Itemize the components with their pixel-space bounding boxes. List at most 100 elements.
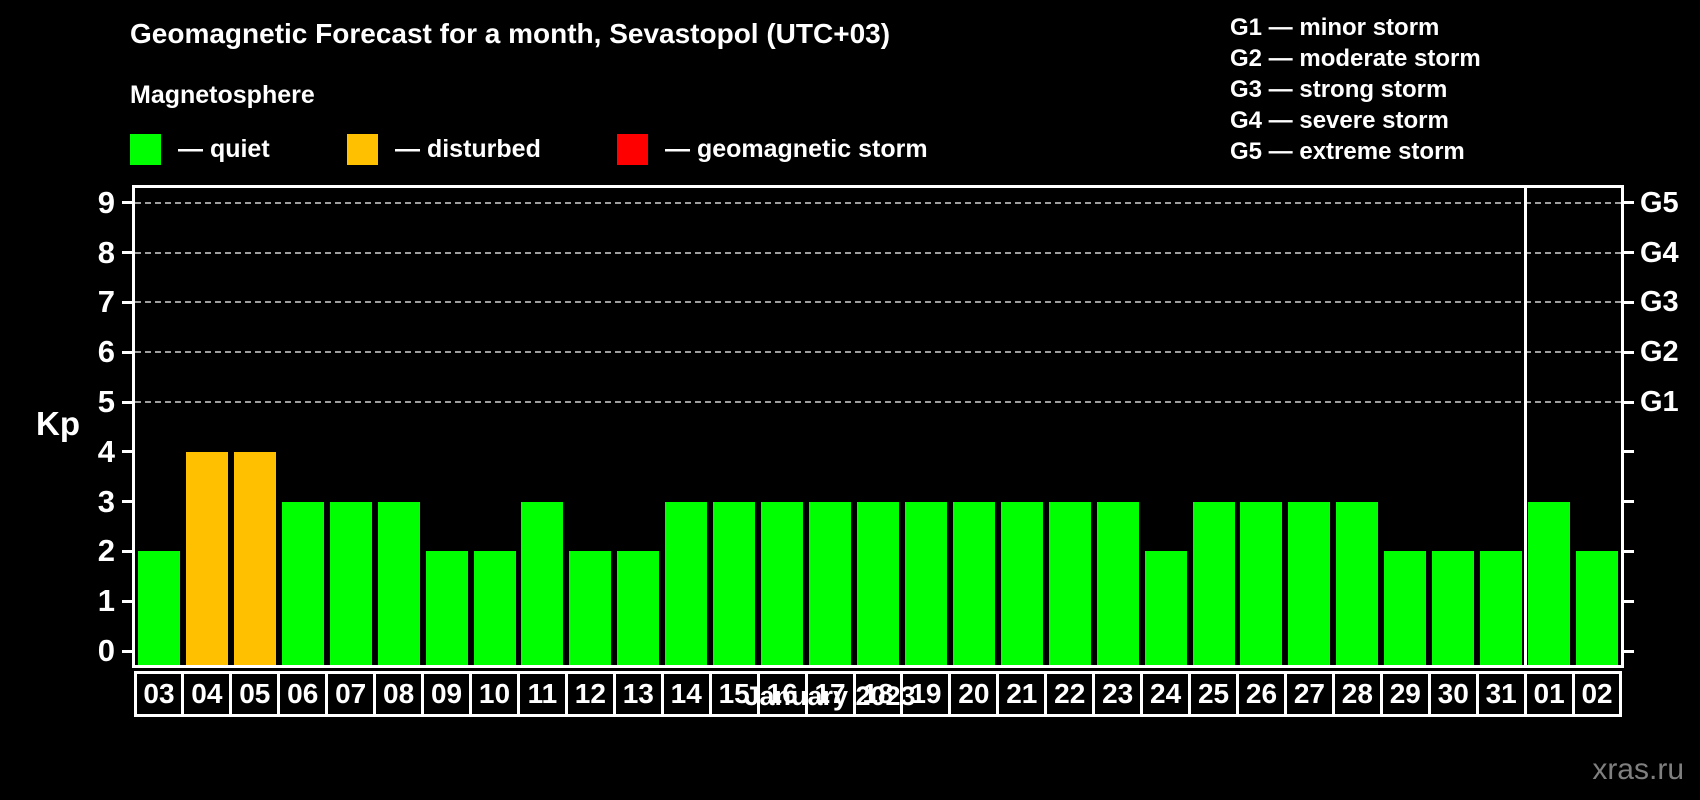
- y-tick-label: 1: [97, 583, 115, 619]
- day-label-box: 01: [1523, 671, 1575, 717]
- y-tick: [122, 599, 132, 603]
- kp-bar: [857, 501, 899, 665]
- day-label-box: 29: [1379, 671, 1431, 717]
- day-label-box: 09: [421, 671, 473, 717]
- x-axis-title: January 2023: [744, 681, 916, 711]
- legend-item-disturbed: — disturbed: [347, 131, 541, 167]
- day-label-box: 27: [1283, 671, 1335, 717]
- y-tick-label: 5: [97, 384, 115, 419]
- kp-bar: [425, 551, 468, 665]
- kp-bar: [1240, 501, 1283, 665]
- g-scale-legend: G1 — minor storm G2 — moderate storm G3 — …: [1230, 12, 1481, 167]
- day-label-box: 21: [996, 671, 1048, 717]
- y-tick-label: 6: [97, 334, 115, 370]
- kp-bar: [1096, 501, 1139, 665]
- day-label-box: 25: [1188, 671, 1239, 717]
- kp-bar: [473, 551, 516, 665]
- y-tick: [122, 400, 132, 404]
- y-tick: [122, 251, 132, 255]
- g-scale-item: G2 — moderate storm: [1230, 45, 1481, 72]
- g-scale-item: G3 — strong storm: [1230, 76, 1448, 103]
- kp-bar: [1528, 501, 1571, 665]
- day-label-box: 30: [1427, 671, 1479, 717]
- kp-bar: [1288, 501, 1331, 665]
- quiet-color-swatch: [130, 133, 161, 165]
- right-y-tick: [1624, 400, 1634, 404]
- y-tick: [122, 500, 132, 504]
- kp-bar: [1384, 551, 1427, 665]
- kp-bar: [1336, 501, 1379, 665]
- day-label-box: 23: [1092, 671, 1144, 717]
- right-y-tick: [1624, 500, 1634, 504]
- g-level-label-g4: G4: [1640, 236, 1679, 269]
- kp-bar: [1432, 551, 1475, 665]
- g-level-label-g2: G2: [1640, 336, 1679, 369]
- kp-bar: [377, 501, 420, 665]
- kp-bar: [617, 551, 660, 665]
- day-label-box: 02: [1571, 671, 1623, 717]
- day-label-box: 26: [1236, 671, 1287, 717]
- day-label-box: 28: [1331, 671, 1383, 717]
- y-tick-label: 4: [97, 433, 115, 469]
- y-tick-label: 0: [97, 633, 115, 668]
- gridline-kp-9: [135, 201, 1621, 204]
- day-label-box: 07: [325, 671, 377, 717]
- y-tick: [122, 350, 132, 354]
- day-label-box: 31: [1475, 671, 1527, 717]
- chart-subtitle: Magnetosphere: [130, 81, 315, 109]
- g-scale-item: G5 — extreme storm: [1230, 138, 1465, 165]
- kp-bar: [569, 551, 612, 665]
- kp-bar: [185, 451, 228, 665]
- legend-label: — quiet: [178, 134, 270, 163]
- y-tick: [122, 300, 132, 304]
- kp-bar: [281, 501, 324, 665]
- y-tick-label: 8: [97, 234, 115, 270]
- right-y-tick: [1624, 450, 1634, 454]
- kp-bar: [137, 551, 180, 665]
- right-y-tick: [1624, 251, 1634, 255]
- day-label-box: 18: [852, 671, 904, 717]
- legend-item-quiet: — quiet: [130, 131, 270, 167]
- month-divider-line: [1523, 188, 1527, 665]
- y-tick-label: 7: [97, 284, 115, 320]
- g-level-label-g3: G3: [1640, 286, 1679, 319]
- day-label-box: 05: [229, 671, 281, 717]
- right-y-tick: [1624, 649, 1634, 653]
- g-level-label-g1: G1: [1640, 386, 1679, 418]
- chart-title: Geomagnetic Forecast for a month, Sevast…: [130, 18, 891, 49]
- y-tick-label: 2: [97, 533, 115, 569]
- kp-bar: [665, 501, 708, 665]
- day-label-box: 10: [469, 671, 520, 717]
- kp-bar: [233, 451, 276, 665]
- kp-bar: [761, 501, 804, 665]
- gridline-kp-8: [135, 251, 1621, 254]
- y-axis-label: Kp: [36, 405, 80, 442]
- watermark: xras.ru: [1592, 753, 1684, 786]
- day-label-box: 06: [277, 671, 329, 717]
- y-tick: [122, 549, 132, 553]
- legend-label: — geomagnetic storm: [665, 134, 928, 163]
- day-label-box: 24: [1140, 671, 1192, 717]
- g-scale-item: G1 — minor storm: [1230, 14, 1440, 41]
- day-axis: 03 04 05 06 07 08 09 10 11 12 13 14 15 16 17 18 19 20 21 22…: [133, 671, 1623, 717]
- gridline-kp-7: [135, 301, 1621, 304]
- kp-bar: [809, 501, 852, 665]
- y-tick-label: 3: [97, 483, 115, 519]
- kp-bar: [713, 501, 756, 665]
- right-y-tick: [1624, 201, 1634, 205]
- day-label-box: 08: [373, 671, 425, 717]
- kp-bar: [952, 501, 995, 665]
- kp-bar: [1000, 501, 1043, 665]
- right-y-tick: [1624, 549, 1634, 553]
- day-label-box: 04: [181, 671, 233, 717]
- y-tick: [122, 201, 132, 205]
- kp-bar: [1144, 551, 1187, 665]
- kp-bar: [904, 501, 947, 665]
- kp-bar: [1576, 551, 1619, 665]
- storm-color-swatch: [617, 133, 648, 165]
- kp-bar: [1192, 501, 1235, 665]
- kp-bar: [1048, 501, 1091, 665]
- legend-item-storm: — geomagnetic storm: [617, 131, 928, 167]
- y-tick: [122, 649, 132, 653]
